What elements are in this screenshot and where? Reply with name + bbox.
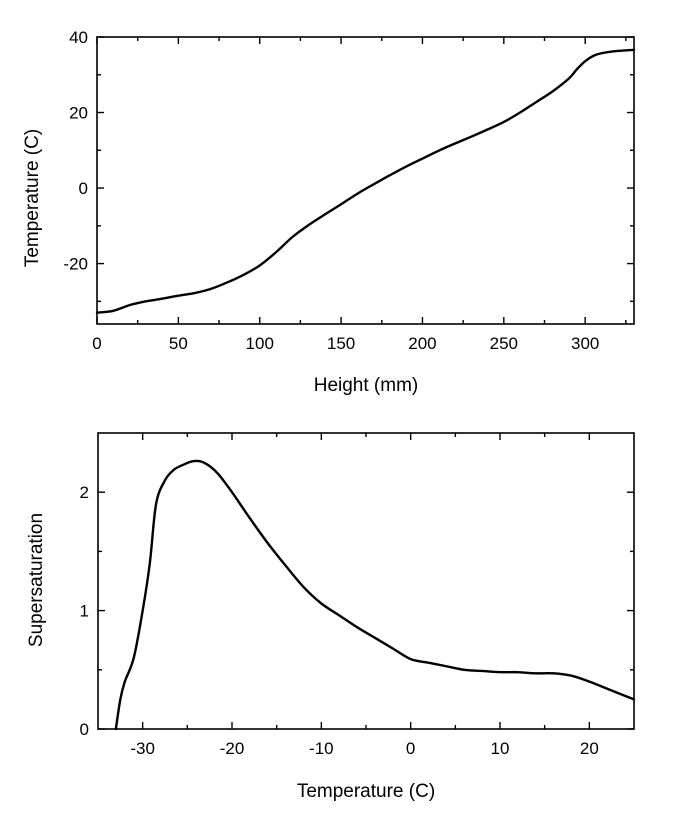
plot-frame-top — [96, 36, 635, 325]
supersaturation-curve — [114, 459, 636, 731]
y-axis-title-top: Temperature (C) — [22, 129, 43, 267]
x-tick-label: 20 — [580, 739, 599, 758]
y-tick-label: 20 — [69, 104, 88, 123]
tick-marks-top — [96, 36, 634, 324]
supersaturation-vs-temperature-chart: -30 -20 -10 0 10 20 0 1 2 Temperature (C) Super… — [26, 432, 636, 802]
x-axis-title-bottom: Temperature (C) — [297, 781, 435, 802]
x-tick-label: 300 — [571, 334, 599, 353]
y-tick-label: 0 — [79, 179, 88, 198]
y-tick-label: 0 — [80, 720, 89, 739]
x-tick-label: 150 — [327, 334, 355, 353]
tick-marks-bottom — [98, 433, 634, 730]
x-axis-title-top: Height (mm) — [314, 375, 419, 396]
plot-frame-bottom — [97, 432, 635, 730]
x-tick-label: 100 — [246, 334, 274, 353]
x-tick-label: -10 — [309, 739, 334, 758]
y-tick-label: 1 — [80, 602, 89, 621]
x-tick-labels-top: 0 50 100 150 200 250 300 — [92, 334, 599, 353]
x-tick-label: 0 — [406, 739, 415, 758]
x-tick-label: -30 — [130, 739, 155, 758]
x-tick-label: -20 — [220, 739, 245, 758]
x-tick-label: 10 — [491, 739, 510, 758]
x-tick-label: 250 — [490, 334, 518, 353]
y-axis-title-bottom: Supersaturation — [26, 513, 47, 647]
x-tick-label: 0 — [92, 334, 101, 353]
x-tick-label: 50 — [169, 334, 188, 353]
x-tick-label: 200 — [408, 334, 436, 353]
x-tick-labels-bottom: -30 -20 -10 0 10 20 — [130, 739, 598, 758]
y-tick-labels-top: -20 0 20 40 — [63, 28, 88, 274]
y-tick-label: 40 — [69, 28, 88, 47]
temperature-curve — [95, 48, 636, 314]
y-tick-label: 2 — [80, 483, 89, 502]
y-tick-labels-bottom: 0 1 2 — [80, 483, 89, 739]
y-tick-label: -20 — [63, 255, 88, 274]
